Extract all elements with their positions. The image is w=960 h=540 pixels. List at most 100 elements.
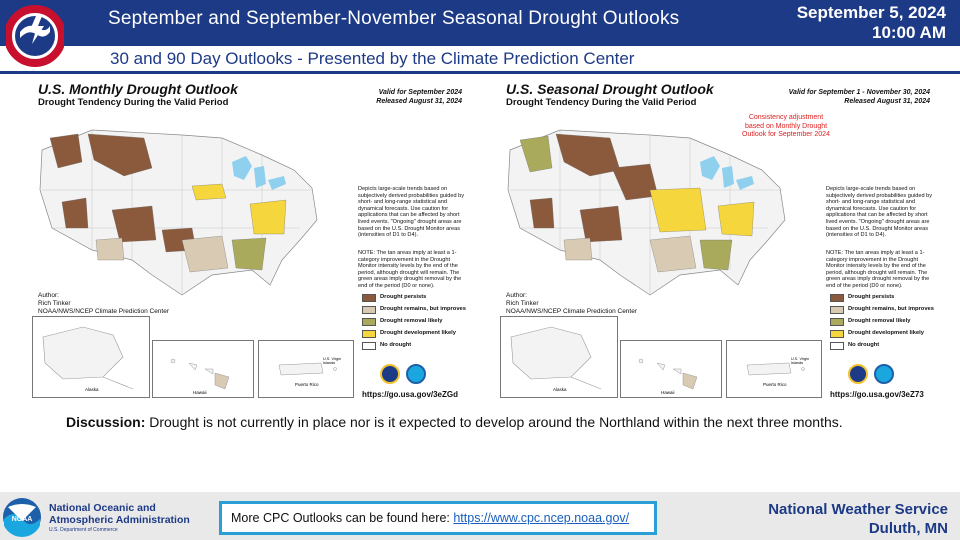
noaa-seal-icon xyxy=(874,364,894,384)
drought-area xyxy=(529,197,555,229)
consistency-note: Consistency adjustment based on Monthly … xyxy=(742,114,830,138)
legend-swatch xyxy=(830,342,844,350)
legend-label: Drought remains, but improves xyxy=(380,306,466,312)
link-prefix: More CPC Outlooks can be found here: xyxy=(231,511,454,525)
seasonal-outlook-map: U.S. Seasonal Drought Outlook Drought Ten… xyxy=(498,78,938,400)
puerto-rico-label: Puerto Rico xyxy=(763,382,787,387)
org-line-2: Atmospheric Administration xyxy=(49,514,190,526)
discussion: Discussion: Drought is not currently in … xyxy=(66,414,843,430)
release-date: Released August 31, 2024 xyxy=(376,98,462,105)
legend-item: Drought remains, but improves xyxy=(830,306,936,314)
legend-item: Drought development likely xyxy=(830,330,936,338)
legend-item: Drought remains, but improves xyxy=(362,306,468,314)
nws-line-1: National Weather Service xyxy=(768,501,948,518)
drought-area xyxy=(555,133,621,177)
legend-item: Drought persists xyxy=(830,294,936,302)
page-subtitle: 30 and 90 Day Outlooks - Presented by th… xyxy=(110,49,635,68)
hawaii-inset: Hawaii xyxy=(152,340,254,398)
virgin-islands-label: U.S. Virgin Islands xyxy=(791,357,810,365)
drought-area xyxy=(519,135,553,173)
map-tendency: Drought Tendency During the Valid Period xyxy=(506,97,697,108)
author-label: Author: xyxy=(506,292,527,299)
legend-item: Drought persists xyxy=(362,294,468,302)
map-legend: Drought persists Drought remains, but imp… xyxy=(830,294,936,354)
drought-area xyxy=(111,205,157,243)
drought-area xyxy=(249,199,287,235)
legend-label: No drought xyxy=(380,342,412,348)
dept-label: U.S. Department of Commerce xyxy=(49,527,118,533)
puerto-rico-inset: Puerto Rico U.S. Virgin Islands xyxy=(258,340,354,398)
doc-seal-icon xyxy=(848,364,868,384)
cpc-link-box: More CPC Outlooks can be found here: htt… xyxy=(219,501,657,535)
alaska-inset: Alaska xyxy=(500,316,618,398)
drought-area xyxy=(563,237,593,261)
map-tendency: Drought Tendency During the Valid Period xyxy=(38,97,229,108)
map-note: NOTE: The tan areas imply at least a 1-c… xyxy=(826,250,930,289)
legend-label: Drought removal likely xyxy=(380,318,443,324)
valid-period: Valid for September 1 - November 30, 202… xyxy=(788,89,930,96)
drought-area xyxy=(181,235,229,273)
drought-area xyxy=(649,235,697,273)
drought-area xyxy=(61,197,89,229)
map-legend: Drought persists Drought remains, but imp… xyxy=(362,294,468,354)
discussion-text: Drought is not currently in place nor is… xyxy=(149,414,843,430)
noaa-logo-text: NOAA xyxy=(12,516,33,523)
discussion-label: Discussion: xyxy=(66,414,146,430)
map-description: Depicts large-scale trends based on subj… xyxy=(826,186,933,239)
header-bar: September and September-November Seasona… xyxy=(0,0,960,46)
puerto-rico-inset: Puerto Rico U.S. Virgin Islands xyxy=(726,340,822,398)
outlook-url[interactable]: https://go.usa.gov/3eZGd xyxy=(362,390,459,399)
puerto-rico-label: Puerto Rico xyxy=(295,382,319,387)
drought-area xyxy=(717,201,755,237)
map-title: U.S. Monthly Drought Outlook xyxy=(38,81,238,97)
cpc-link[interactable]: https://www.cpc.ncep.noaa.gov/ xyxy=(453,511,630,525)
nws-office: National Weather Service Duluth, MN xyxy=(768,500,948,538)
legend-swatch xyxy=(362,342,376,350)
legend-swatch xyxy=(362,294,376,302)
legend-swatch xyxy=(362,330,376,338)
subtitle-bar: 30 and 90 Day Outlooks - Presented by th… xyxy=(0,46,960,74)
legend-swatch xyxy=(362,306,376,314)
legend-item: Drought removal likely xyxy=(362,318,468,326)
alaska-label: Alaska xyxy=(85,387,99,392)
noaa-seal-icon xyxy=(406,364,426,384)
drought-area xyxy=(95,237,125,261)
legend-swatch xyxy=(830,306,844,314)
author-name: Rich Tinker xyxy=(506,300,539,307)
legend-label: No drought xyxy=(848,342,880,348)
nws-line-2: Duluth, MN xyxy=(868,520,948,537)
legend-swatch xyxy=(830,318,844,326)
org-line-1: National Oceanic and xyxy=(49,502,156,514)
monthly-outlook-map: U.S. Monthly Drought Outlook Drought Tend… xyxy=(30,78,470,400)
legend-swatch xyxy=(362,318,376,326)
valid-period: Valid for September 2024 xyxy=(378,89,462,96)
page-title: September and September-November Seasona… xyxy=(108,8,680,29)
noaa-logo: NOAA xyxy=(3,498,41,537)
legend-swatch xyxy=(830,330,844,338)
drought-area xyxy=(579,205,623,243)
drought-area xyxy=(231,237,267,271)
legend-swatch xyxy=(830,294,844,302)
noaa-org-name: National Oceanic and Atmospheric Adminis… xyxy=(49,502,190,526)
outlook-url[interactable]: https://go.usa.gov/3eZ73 xyxy=(830,390,924,399)
legend-label: Drought remains, but improves xyxy=(848,306,934,312)
doc-seal-icon xyxy=(380,364,400,384)
map-title: U.S. Seasonal Drought Outlook xyxy=(506,81,714,97)
author-name: Rich Tinker xyxy=(38,300,71,307)
hawaii-inset: Hawaii xyxy=(620,340,722,398)
legend-label: Drought removal likely xyxy=(848,318,911,324)
date-label: September 5, 2024 xyxy=(796,3,946,22)
author-org: NOAA/NWS/NCEP Climate Prediction Center xyxy=(506,308,638,315)
release-date: Released August 31, 2024 xyxy=(844,98,930,105)
map-valid: Valid for September 1 - November 30, 202… xyxy=(789,88,930,106)
drought-area xyxy=(699,239,733,271)
author-block: Author: Rich Tinker NOAA/NWS/NCEP Climate … xyxy=(38,292,169,316)
legend-label: Drought persists xyxy=(380,294,427,300)
nws-logo xyxy=(6,5,64,67)
author-org: NOAA/NWS/NCEP Climate Prediction Center xyxy=(38,308,170,315)
author-label: Author: xyxy=(38,292,59,299)
legend-label: Drought development likely xyxy=(380,330,457,336)
map-description: Depicts large-scale trends based on subj… xyxy=(358,186,465,239)
virgin-islands-label: U.S. Virgin Islands xyxy=(323,357,342,365)
legend-item: No drought xyxy=(830,342,936,350)
